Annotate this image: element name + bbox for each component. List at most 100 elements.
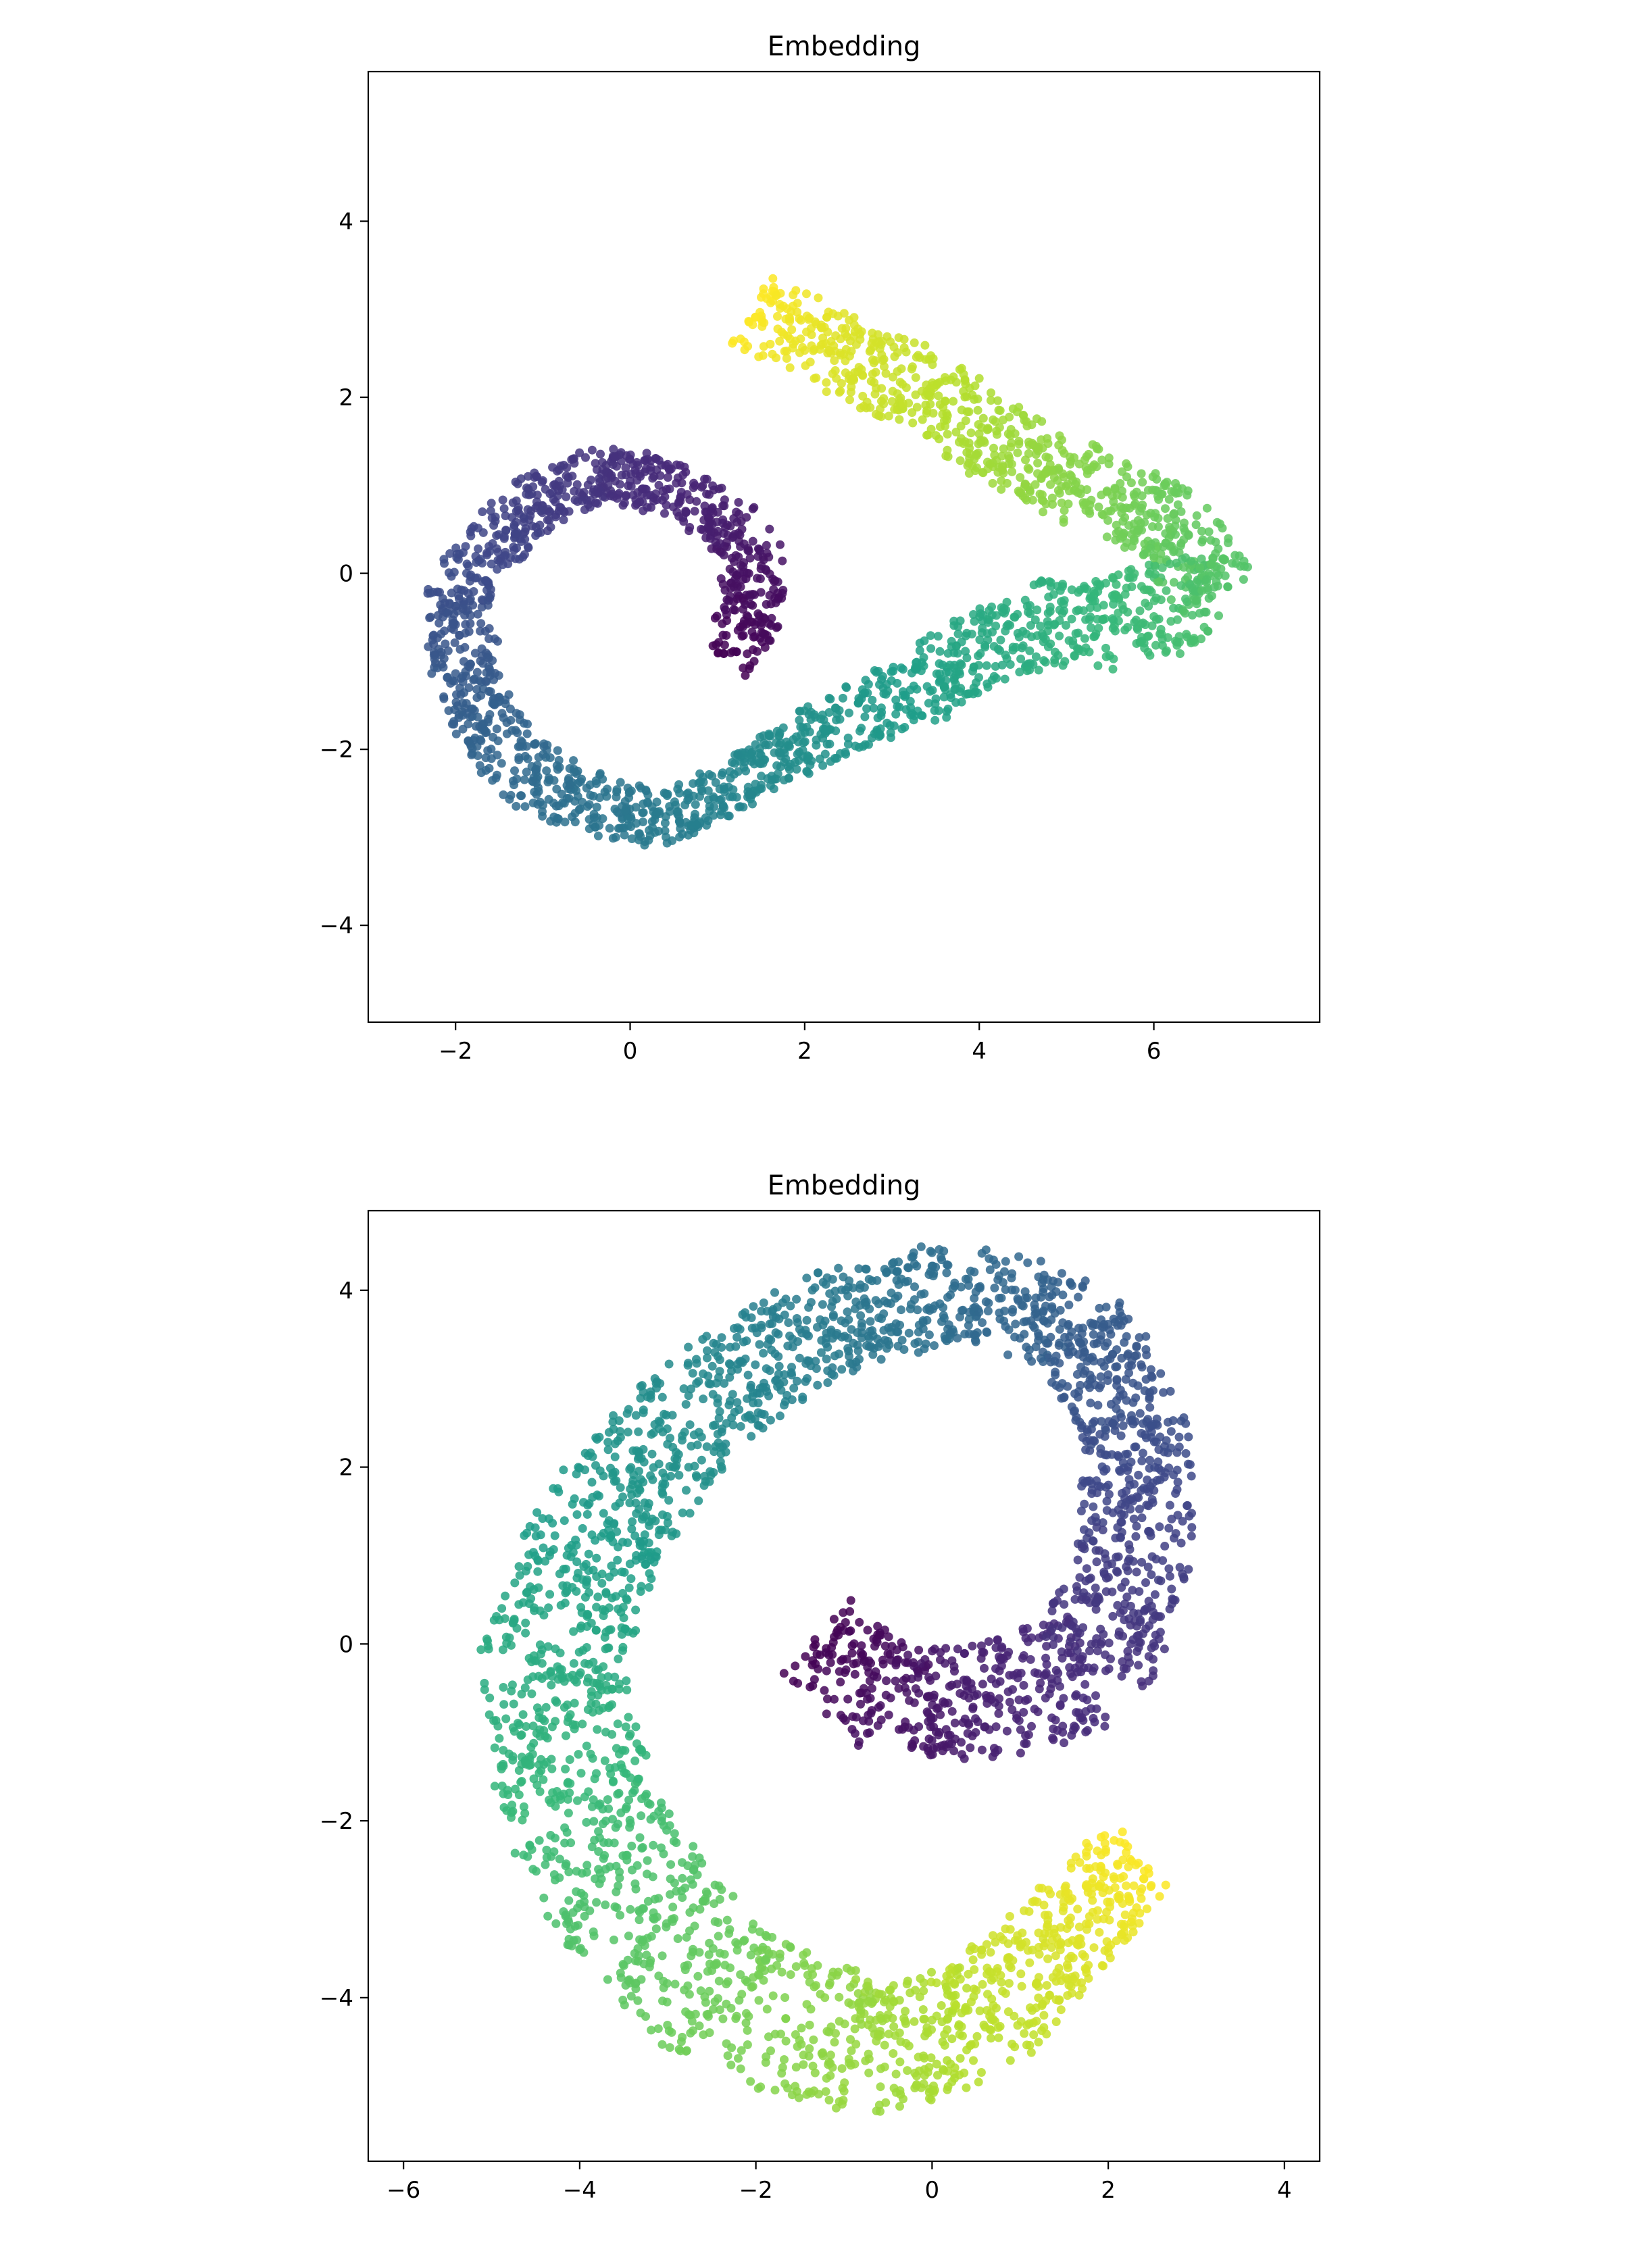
scatter-point bbox=[625, 788, 634, 797]
scatter-point bbox=[620, 1613, 628, 1622]
scatter-point bbox=[550, 776, 559, 785]
scatter-point bbox=[487, 668, 495, 677]
scatter-point bbox=[545, 489, 554, 498]
scatter-point bbox=[774, 324, 782, 333]
scatter-point bbox=[854, 694, 863, 703]
scatter-point bbox=[479, 725, 488, 734]
scatter-point bbox=[1041, 469, 1050, 478]
scatter-point bbox=[637, 1794, 646, 1803]
scatter-point bbox=[1080, 1478, 1089, 1487]
scatter-point bbox=[775, 337, 784, 346]
scatter-point bbox=[551, 510, 560, 519]
scatter-point bbox=[1058, 499, 1066, 507]
scatter-point bbox=[601, 1900, 609, 1909]
scatter-point bbox=[831, 703, 840, 712]
scatter-point bbox=[1171, 479, 1180, 488]
scatter-point bbox=[855, 1355, 864, 1363]
scatter-point bbox=[856, 404, 865, 413]
scatter-point bbox=[850, 320, 859, 329]
x-tick-label: 2 bbox=[797, 1038, 812, 1065]
scatter-point bbox=[622, 1686, 631, 1694]
scatter-point bbox=[805, 710, 814, 719]
scatter-point bbox=[588, 1478, 597, 1487]
scatter-point bbox=[778, 2063, 787, 2072]
scatter-point bbox=[526, 1594, 535, 1603]
scatter-point bbox=[1083, 485, 1091, 494]
scatter-point bbox=[546, 1798, 555, 1807]
scatter-point bbox=[990, 1284, 999, 1292]
scatter-point bbox=[753, 647, 762, 656]
scatter-point bbox=[976, 609, 985, 618]
scatter-point bbox=[571, 817, 580, 826]
scatter-point bbox=[978, 1980, 987, 1989]
scatter-point bbox=[1101, 644, 1110, 653]
scatter-point bbox=[874, 667, 883, 676]
scatter-point bbox=[1149, 1666, 1158, 1675]
scatter-point bbox=[658, 1951, 667, 1960]
scatter-point bbox=[768, 274, 777, 283]
scatter-point bbox=[666, 2043, 674, 2052]
scatter-point bbox=[872, 338, 881, 347]
scatter-point bbox=[651, 828, 660, 837]
scatter-point bbox=[871, 368, 880, 377]
scatter-point bbox=[850, 313, 859, 322]
y-tick-label: 4 bbox=[339, 208, 353, 235]
scatter-point bbox=[1101, 1713, 1110, 1721]
scatter-point bbox=[649, 1463, 658, 1472]
scatter-point bbox=[1140, 550, 1149, 559]
scatter-point bbox=[470, 675, 479, 684]
scatter-point bbox=[538, 807, 547, 816]
scatter-point bbox=[429, 640, 438, 649]
scatter-point bbox=[1093, 1557, 1101, 1566]
scatter-point bbox=[1034, 2038, 1043, 2046]
scatter-point bbox=[500, 504, 509, 513]
scatter-point bbox=[907, 408, 916, 417]
scatter-point bbox=[484, 542, 493, 551]
scatter-point bbox=[1154, 1576, 1163, 1584]
scatter-point bbox=[829, 341, 838, 350]
scatter-point bbox=[684, 1361, 693, 1369]
scatter-point bbox=[760, 755, 768, 764]
scatter-point bbox=[719, 580, 728, 588]
scatter-point bbox=[1033, 459, 1042, 468]
scatter-point bbox=[1158, 563, 1167, 572]
scatter-point bbox=[1015, 1696, 1024, 1705]
scatter-point bbox=[893, 1292, 902, 1301]
scatter-point bbox=[517, 474, 526, 483]
scatter-point bbox=[718, 631, 727, 640]
scatter-point bbox=[866, 1677, 874, 1686]
scatter-point bbox=[799, 746, 807, 755]
scatter-point bbox=[957, 1750, 966, 1759]
scatter-point bbox=[1141, 1578, 1150, 1587]
scatter-point bbox=[705, 490, 714, 499]
scatter-point bbox=[1130, 1442, 1139, 1451]
scatter-point bbox=[749, 505, 757, 513]
scatter-point bbox=[474, 751, 482, 760]
scatter-point bbox=[503, 718, 512, 727]
scatter-point bbox=[521, 527, 530, 536]
scatter-point bbox=[1082, 1880, 1091, 1889]
scatter-point bbox=[943, 430, 952, 438]
scatter-point bbox=[1109, 665, 1118, 674]
scatter-point bbox=[603, 1975, 612, 1984]
scatter-point bbox=[1007, 459, 1016, 468]
scatter-point bbox=[622, 451, 631, 460]
scatter-point bbox=[1060, 1738, 1068, 1747]
scatter-point bbox=[743, 2026, 752, 2035]
scatter-point bbox=[1006, 443, 1015, 451]
scatter-point bbox=[695, 792, 704, 801]
scatter-point bbox=[1162, 586, 1171, 595]
scatter-point bbox=[1011, 429, 1020, 438]
scatter-point bbox=[795, 349, 804, 357]
scatter-point bbox=[716, 1407, 724, 1416]
scatter-point bbox=[1036, 490, 1045, 499]
scatter-point bbox=[989, 479, 997, 488]
scatter-point bbox=[871, 390, 880, 399]
scatter-point bbox=[866, 347, 874, 356]
scatter-point bbox=[564, 1809, 573, 1817]
scatter-point bbox=[524, 543, 532, 551]
scatter-point bbox=[978, 1249, 987, 1258]
scatter-point bbox=[766, 340, 774, 349]
scatter-point bbox=[787, 1970, 795, 1979]
scatter-point bbox=[870, 1642, 879, 1650]
